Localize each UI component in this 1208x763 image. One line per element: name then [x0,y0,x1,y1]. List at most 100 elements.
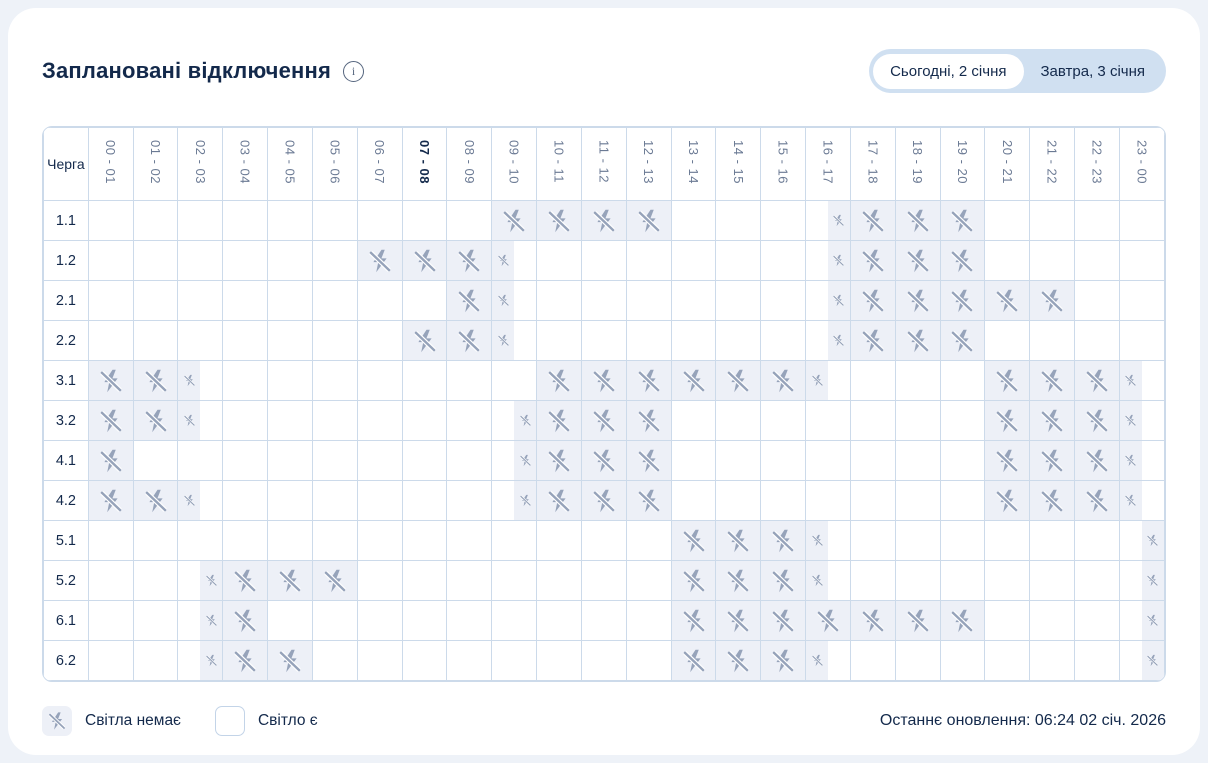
cell-outage-first-half [805,640,851,681]
cell-power-on [401,600,448,641]
info-icon[interactable]: i [343,60,365,82]
hour-header: 02 - 03 [177,127,224,201]
cell-power-on [580,560,627,601]
cell-outage-first-half [1118,400,1165,441]
no-power-icon [906,329,929,352]
cell-power-on [536,240,582,281]
cell-power-on [536,560,582,601]
cell-outage [401,240,448,281]
cell-power-on [670,280,717,321]
cell-power-on [625,600,672,641]
no-power-icon [682,369,705,392]
cell-outage [715,360,762,401]
no-power-icon [906,289,929,312]
no-power-icon [1125,494,1137,507]
cell-power-on [446,200,493,241]
cell-power-on [222,360,269,401]
no-power-icon [906,209,929,232]
cell-outage [670,600,717,641]
cell-power-on [625,240,672,281]
legend-no-light-label: Світла немає [85,712,181,729]
cell-power-on [446,640,493,681]
cell-power-on [267,240,313,281]
cell-outage-second-half [177,600,224,641]
cell-outage-second-half [491,400,538,441]
no-power-icon [144,409,167,432]
queue-row: 2.1 [43,280,1165,321]
no-power-icon [996,409,1019,432]
cell-outage [849,320,896,361]
queue-label: 4.2 [43,480,89,521]
cell-power-on [939,640,986,681]
cell-power-on [1074,600,1120,641]
cell-power-on [446,520,493,561]
cell-power-on [1074,280,1120,321]
cell-power-on [984,600,1031,641]
no-power-icon [772,569,794,592]
cell-power-on [760,240,807,281]
no-power-icon [497,254,509,267]
cell-power-on [1074,520,1120,561]
cell-power-on [1118,320,1165,361]
cell-outage [311,560,358,601]
queue-label: 6.2 [43,640,89,681]
cell-power-on [267,480,313,521]
no-power-icon [324,569,346,592]
cell-power-on [849,520,896,561]
cell-power-on [670,400,717,441]
no-power-icon [234,569,256,592]
cell-outage-second-half [177,560,224,601]
cell-outage-first-half [177,400,224,441]
cell-outage [1074,400,1120,441]
cell-outage-first-half [805,520,851,561]
tab-tomorrow[interactable]: Завтра, 3 січня [1024,54,1163,89]
cell-power-on [356,200,403,241]
no-power-icon [205,654,217,667]
cell-outage-first-half [1118,360,1165,401]
cell-power-on [715,320,762,361]
no-power-icon [862,209,884,232]
cell-power-on [670,480,717,521]
cell-outage [536,480,582,521]
cell-power-on [760,280,807,321]
cell-power-on [1118,200,1165,241]
cell-outage [715,560,762,601]
legend: Світла немає Світло є [42,706,318,736]
cell-power-on [401,400,448,441]
no-power-icon [413,329,436,352]
no-power-icon [951,249,974,272]
cell-outage-second-half [805,280,851,321]
cell-outage [760,520,807,561]
cell-outage [1029,360,1076,401]
cell-outage [984,480,1031,521]
no-power-icon [906,249,929,272]
no-power-icon [951,609,974,632]
cell-power-on [87,600,134,641]
cell-outage-second-half [491,480,538,521]
queue-row: 4.2 [43,480,1165,521]
cell-outage [625,440,672,481]
legend-no-light: Світла немає [42,706,181,736]
cell-power-on [401,520,448,561]
cell-power-on [267,360,313,401]
queue-row: 6.2 [43,640,1165,681]
tab-today[interactable]: Сьогодні, 2 січня [873,53,1024,89]
cell-power-on [356,560,403,601]
cell-power-on [715,280,762,321]
cell-power-on [446,560,493,601]
no-power-icon [548,369,570,392]
no-power-icon [1125,454,1137,467]
cell-power-on [311,320,358,361]
cell-power-on [894,560,941,601]
cell-power-on [939,440,986,481]
cell-power-on [267,200,313,241]
cell-power-on [580,280,627,321]
cell-power-on [132,320,179,361]
hour-header: 17 - 18 [849,127,896,201]
cell-power-on [984,520,1031,561]
queue-label: 1.2 [43,240,89,281]
card-header: Заплановані відключення i Сьогодні, 2 сі… [42,48,1166,94]
cell-power-on [715,200,762,241]
cell-outage [625,360,672,401]
no-power-icon [682,609,705,632]
